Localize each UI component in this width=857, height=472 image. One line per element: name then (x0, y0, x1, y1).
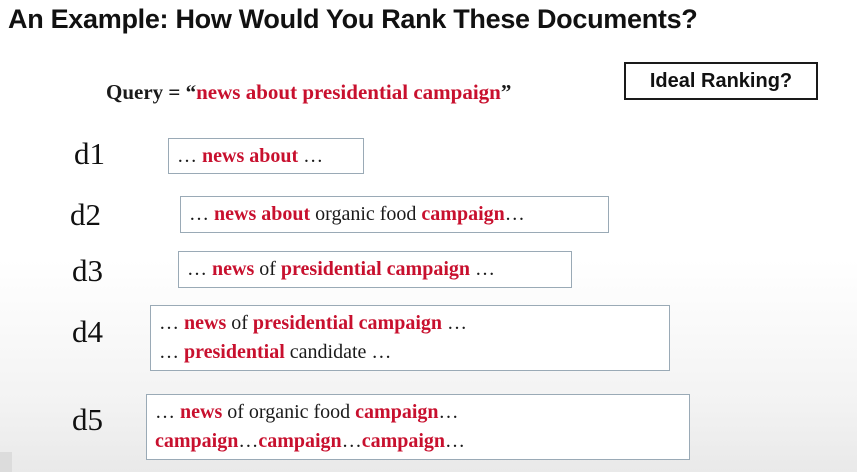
doc-box-d4: … news of presidential campaign …… presi… (150, 305, 670, 371)
doc-box-d5: … news of organic food campaign… campaign… (146, 394, 690, 460)
ideal-ranking-box: Ideal Ranking? (624, 62, 818, 100)
ideal-ranking-label: Ideal Ranking? (649, 69, 793, 92)
snippet-text: … (238, 430, 259, 452)
doc-line: … presidential candidate … (159, 338, 661, 367)
query-term-highlight: news (180, 401, 223, 423)
doc-line: … news about … (177, 142, 355, 171)
doc-line: campaign…campaign…campaign… (155, 427, 681, 456)
query-suffix: ” (500, 80, 512, 104)
snippet-text: … (187, 258, 212, 280)
snippet-text: … (298, 145, 324, 167)
query-term-highlight: news about (214, 203, 311, 225)
doc-label-d5: d5 (72, 402, 103, 437)
snippet-text: … (445, 430, 466, 452)
query-term-highlight: news (212, 258, 255, 280)
slide-title: An Example: How Would You Rank These Doc… (8, 4, 698, 34)
corner-marker (0, 452, 12, 472)
doc-label-d4: d4 (72, 314, 103, 349)
snippet-text: … (159, 312, 184, 334)
snippet-text: … (470, 258, 495, 280)
snippet-text: … (189, 203, 214, 225)
doc-label-d3: d3 (72, 253, 103, 288)
snippet-text: … (155, 401, 180, 423)
query-term-highlight: presidential (184, 341, 285, 363)
query-term-highlight: news about (202, 145, 299, 167)
doc-line: … news of organic food campaign… (155, 398, 681, 427)
query-term-highlight: campaign (258, 430, 342, 452)
query-term-highlight: campaign (421, 203, 505, 225)
snippet-text: of (226, 312, 253, 334)
doc-box-d3: … news of presidential campaign … (178, 251, 572, 288)
snippet-text: candidate … (284, 341, 392, 363)
query-line: Query = “news about presidential campaig… (106, 80, 511, 105)
query-term-highlight: campaign (155, 430, 239, 452)
snippet-text: of (254, 258, 281, 280)
snippet-text: … (341, 430, 362, 452)
doc-line: … news of presidential campaign … (159, 309, 661, 338)
query-term-highlight: campaign (361, 430, 446, 452)
query-term-highlight: campaign (355, 401, 439, 423)
query-prefix: Query = “ (106, 80, 197, 104)
snippet-text: … (504, 203, 525, 225)
snippet-text: … (438, 401, 459, 423)
query-text: news about presidential campaign (196, 80, 501, 104)
doc-box-d2: … news about organic food campaign… (180, 196, 609, 233)
snippet-text: organic food (310, 203, 422, 225)
doc-label-d2: d2 (70, 197, 101, 232)
query-term-highlight: news (184, 312, 227, 334)
query-term-highlight: presidential campaign (252, 312, 442, 334)
doc-box-d1: … news about … (168, 138, 364, 174)
snippet-text: … (442, 312, 467, 334)
doc-line: … news about organic food campaign… (189, 200, 600, 229)
doc-line: … news of presidential campaign … (187, 255, 563, 284)
snippet-text: of organic food (222, 401, 356, 423)
snippet-text: … (177, 145, 202, 167)
snippet-text: … (159, 341, 184, 363)
query-term-highlight: presidential campaign (280, 258, 470, 280)
doc-label-d1: d1 (74, 136, 105, 171)
